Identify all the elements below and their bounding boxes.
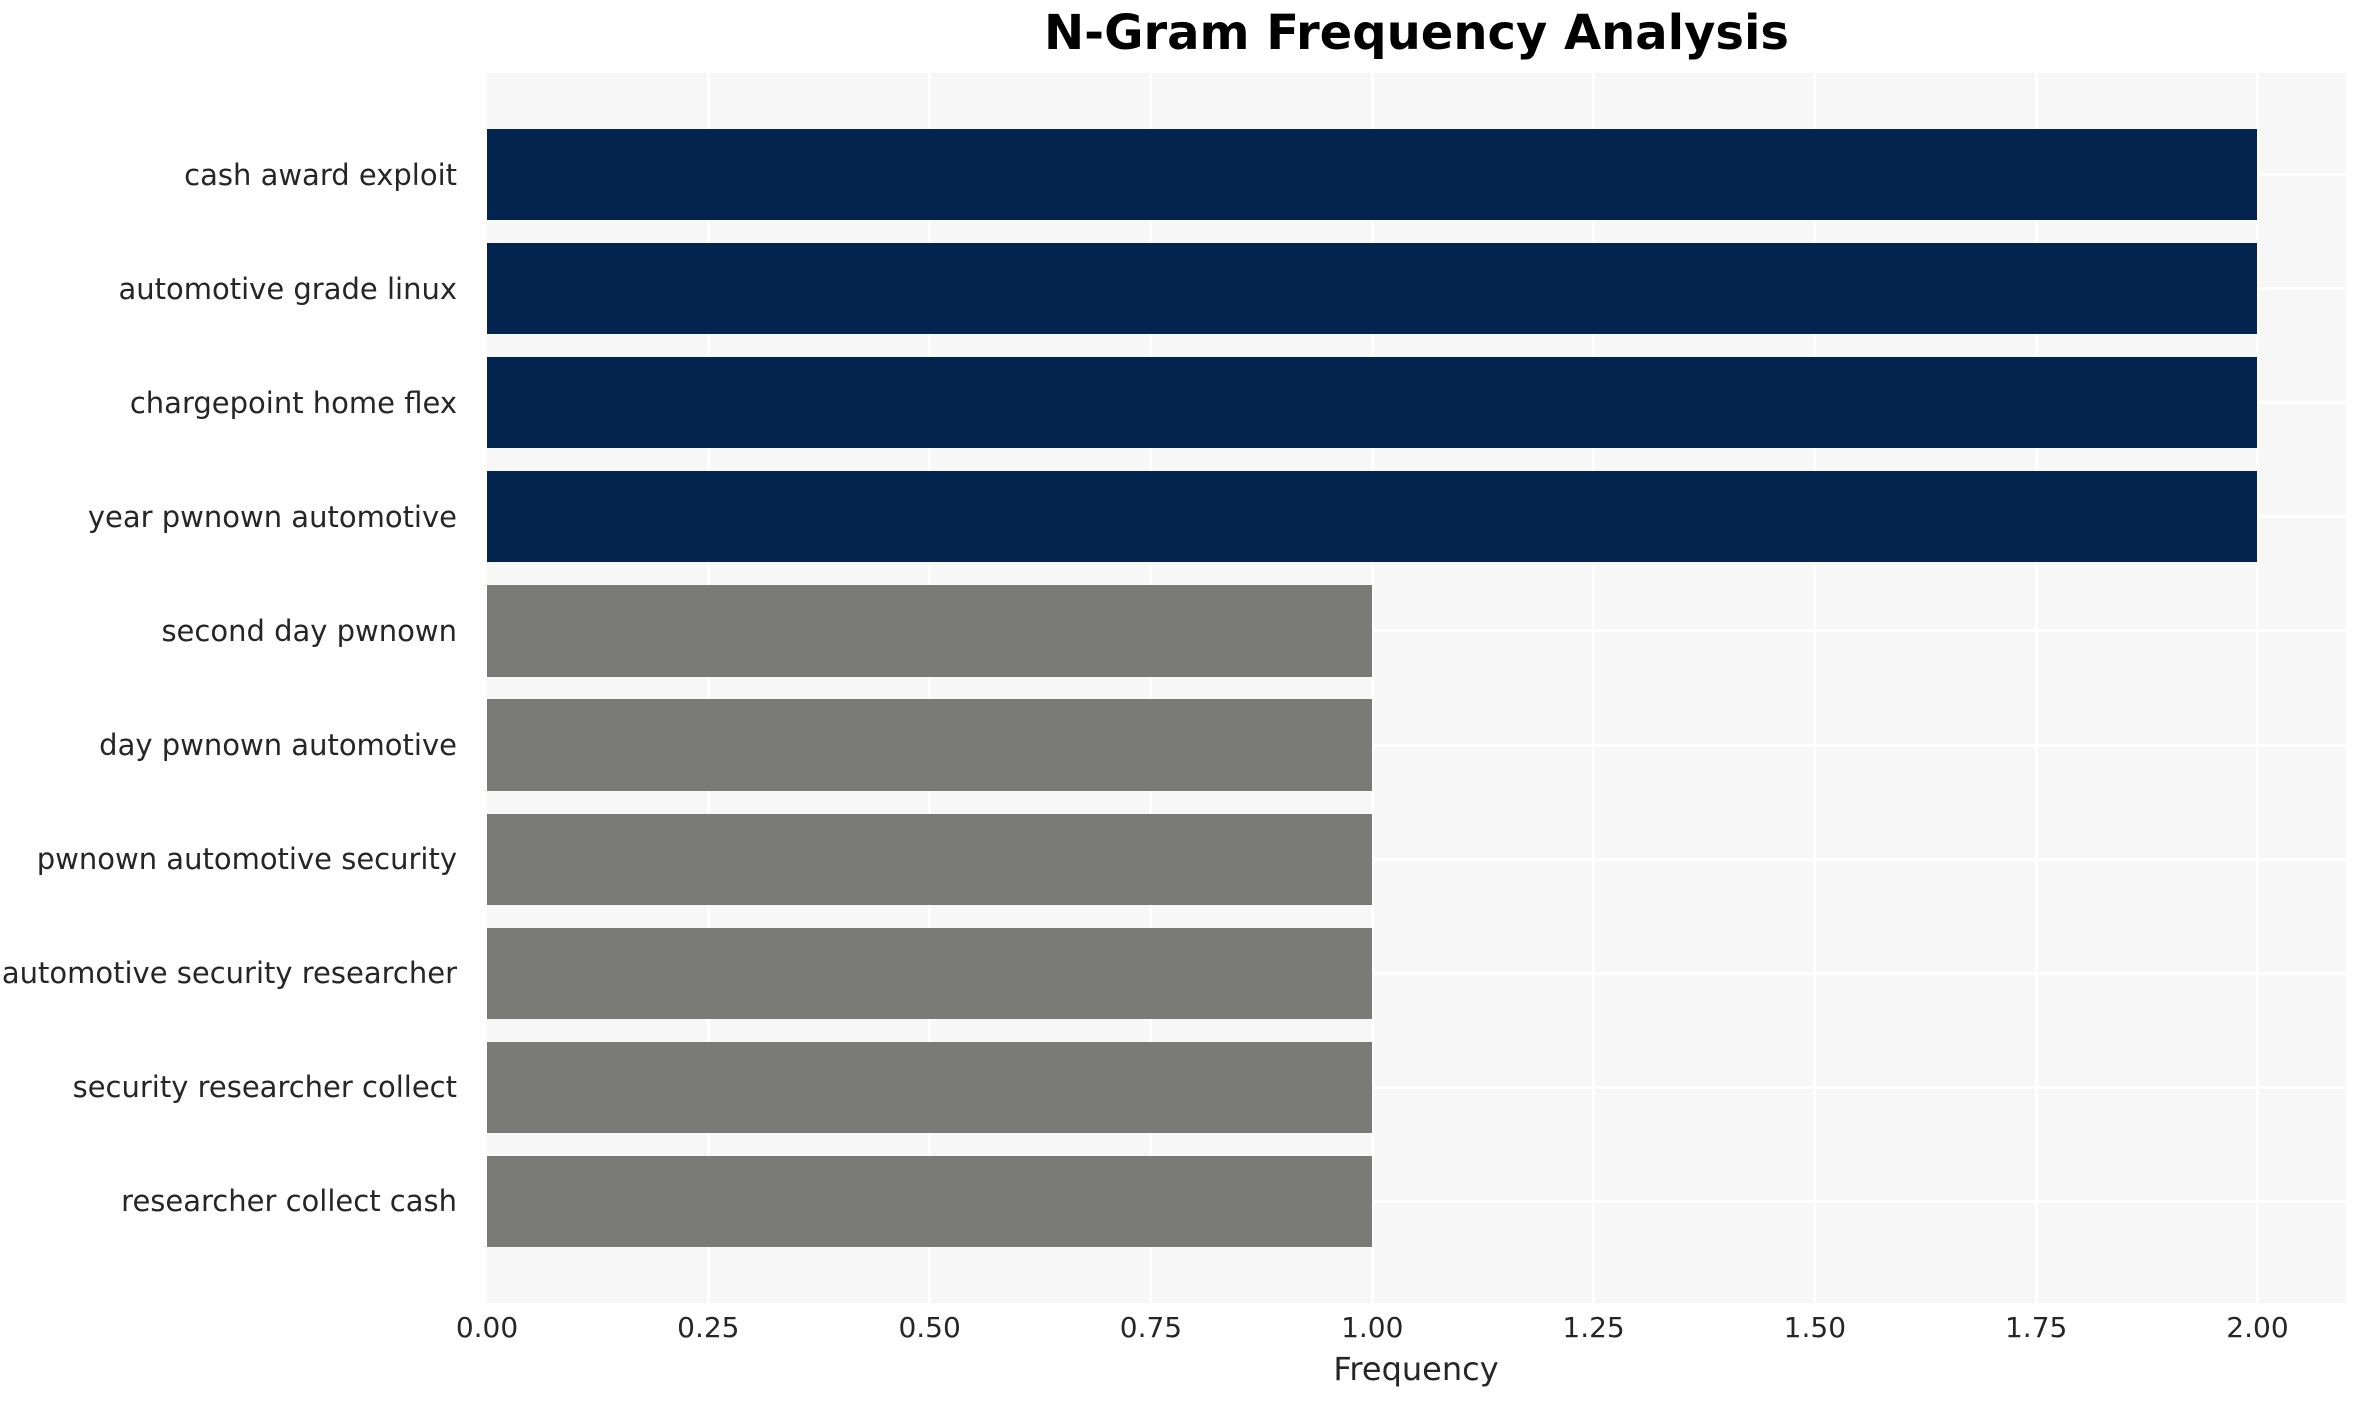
y-tick-label: cash award exploit: [184, 157, 457, 192]
x-tick-label: 2.00: [2226, 1311, 2289, 1344]
bar: [487, 243, 2258, 335]
x-tick-label: 0.50: [898, 1311, 961, 1344]
x-axis-title: Frequency: [1333, 1350, 1499, 1388]
bar: [487, 471, 2258, 563]
y-tick-label: chargepoint home flex: [129, 385, 457, 420]
gridline-vertical: [1592, 73, 1596, 1303]
gridline-vertical: [2034, 73, 2038, 1303]
gridline-horizontal: [487, 1199, 2346, 1203]
bar: [487, 699, 1373, 791]
x-tick-label: 1.25: [1562, 1311, 1625, 1344]
gridline-horizontal: [487, 743, 2346, 747]
gridline-horizontal: [487, 1085, 2346, 1089]
x-tick-label: 0.25: [677, 1311, 740, 1344]
bar: [487, 1155, 1373, 1248]
x-tick-label: 1.50: [1783, 1311, 1847, 1344]
gridline-vertical: [1149, 73, 1153, 1303]
bar: [487, 128, 2258, 221]
gridline-horizontal: [487, 971, 2346, 975]
plot-area: [487, 73, 2346, 1303]
bar: [487, 1041, 1373, 1133]
y-tick-label: researcher collect cash: [121, 1184, 457, 1219]
chart-title: N-Gram Frequency Analysis: [1044, 5, 1789, 61]
gridline-horizontal: [487, 629, 2346, 633]
y-tick-label: day pwnown automotive: [99, 728, 457, 763]
bar: [487, 357, 2258, 449]
bar: [487, 927, 1373, 1019]
x-axis-ticks: 0.00 0.25 0.50 0.75 1.00 1.25 1.50 1.75 2.00: [0, 1310, 2365, 1350]
gridline-vertical: [2255, 73, 2259, 1303]
y-tick-label: year pwnown automotive: [87, 499, 457, 534]
y-tick-label: second day pwnown: [161, 613, 457, 648]
y-tick-label: automotive security researcher: [1, 956, 457, 991]
gridline-horizontal: [487, 857, 2346, 861]
x-tick-label: 1.00: [1341, 1311, 1404, 1344]
x-tick-label: 1.75: [2004, 1311, 2068, 1344]
bar: [487, 813, 1373, 905]
y-tick-label: automotive grade linux: [118, 271, 457, 306]
y-axis-labels: cash award exploit automotive grade linux…: [0, 73, 473, 1303]
x-tick-label: 0.75: [1119, 1311, 1183, 1344]
y-tick-label: pwnown automotive security: [36, 842, 457, 877]
gridline-vertical: [706, 73, 710, 1303]
x-tick-label: 0.00: [455, 1311, 519, 1344]
bar: [487, 585, 1373, 677]
gridline-vertical: [928, 73, 932, 1303]
gridline-vertical: [1813, 73, 1817, 1303]
gridline-vertical: [1370, 73, 1374, 1303]
y-tick-label: security researcher collect: [72, 1070, 457, 1105]
